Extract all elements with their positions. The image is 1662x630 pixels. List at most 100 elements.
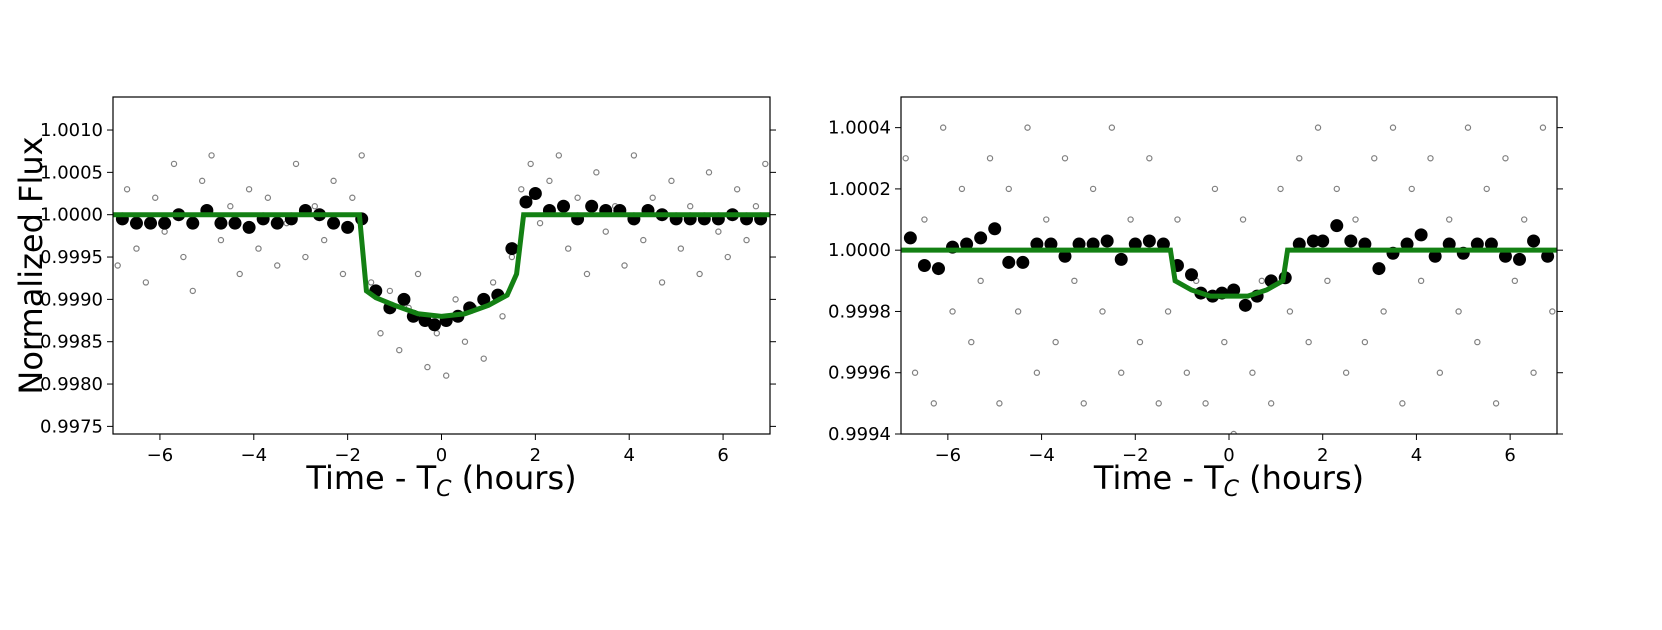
binned-point <box>505 242 519 256</box>
raw-point <box>377 330 384 337</box>
binned-point <box>1484 237 1498 251</box>
binned-point <box>1330 219 1344 233</box>
raw-point <box>958 185 966 193</box>
binned-point <box>144 216 158 230</box>
raw-point <box>1483 185 1490 193</box>
raw-point <box>630 152 638 159</box>
raw-point <box>489 279 497 286</box>
x-tick-label: −2 <box>334 445 361 466</box>
binned-point <box>1058 249 1072 263</box>
y-tick-label: 0.9990 <box>40 289 103 310</box>
x-tick-label: −4 <box>1028 445 1055 466</box>
raw-point <box>292 160 300 168</box>
binned-point <box>270 216 284 230</box>
raw-point <box>161 228 168 235</box>
raw-point <box>602 228 609 235</box>
raw-point <box>1099 308 1106 315</box>
raw-point <box>1361 338 1369 346</box>
raw-point <box>142 279 150 286</box>
x-tick-label: −4 <box>241 445 268 466</box>
binned-point <box>327 216 341 230</box>
y-tick-label: 1.0005 <box>40 162 103 183</box>
panel: 0.9975 0.9980 0.9985 0.9990 0.9995 1.0000 1.00… <box>12 96 776 502</box>
y-tick-label: 1.0000 <box>828 240 891 261</box>
raw-point <box>902 155 909 162</box>
raw-point <box>762 160 769 168</box>
raw-point <box>658 279 666 286</box>
binned-point <box>1358 237 1372 251</box>
raw-point <box>1352 216 1359 223</box>
x-label-suffix: (hours) <box>452 459 577 497</box>
binned-point <box>1142 234 1156 248</box>
binned-point <box>341 220 355 234</box>
binned-point <box>1292 237 1306 251</box>
binned-point <box>1072 237 1086 251</box>
raw-point <box>1286 308 1294 315</box>
raw-point <box>1052 338 1059 346</box>
binned-point <box>988 222 1002 236</box>
raw-point <box>414 270 422 278</box>
raw-point <box>555 152 563 159</box>
binned-point <box>557 199 571 213</box>
raw-point <box>1333 185 1340 193</box>
binned-point <box>1513 252 1527 266</box>
raw-point <box>1539 124 1547 131</box>
raw-point <box>1061 155 1069 162</box>
raw-point <box>743 236 750 244</box>
raw-point <box>499 313 506 320</box>
raw-point <box>1464 124 1472 131</box>
binned-point <box>214 216 228 230</box>
raw-point <box>705 169 713 176</box>
binned-point <box>1541 249 1555 263</box>
raw-point <box>977 277 984 285</box>
binned-point <box>1016 255 1030 269</box>
raw-point <box>1014 308 1022 315</box>
raw-point <box>1436 369 1444 376</box>
binned-point <box>1086 237 1100 251</box>
binned-point <box>1002 255 1016 269</box>
binned-point <box>1100 234 1114 248</box>
y-tick-label: 0.9994 <box>828 424 891 445</box>
raw-point <box>274 262 281 269</box>
binned-point <box>1527 234 1541 248</box>
raw-point <box>1511 277 1519 285</box>
y-tick-label: 1.0004 <box>828 118 891 139</box>
y-tick-label: 1.0010 <box>40 120 103 141</box>
raw-point <box>1174 216 1181 223</box>
raw-point <box>245 186 253 193</box>
plot-area <box>113 152 770 379</box>
raw-point <box>1118 369 1125 376</box>
y-tick-label: 0.9996 <box>828 363 891 384</box>
raw-point <box>1108 124 1116 131</box>
raw-point <box>1127 216 1134 223</box>
raw-point <box>1502 155 1509 162</box>
x-label-text: Time - T <box>1093 459 1224 497</box>
y-tick-label: 0.9980 <box>40 374 103 395</box>
raw-point <box>227 203 234 210</box>
raw-point <box>396 346 403 354</box>
raw-point <box>123 186 131 193</box>
x-axis-label: Time - TC (hours) <box>1093 459 1364 502</box>
raw-point <box>911 369 919 376</box>
x-label-suffix: (hours) <box>1239 459 1364 497</box>
raw-point <box>1427 155 1434 162</box>
raw-point <box>386 287 394 295</box>
plot-area <box>901 124 1557 434</box>
raw-point <box>133 245 140 252</box>
raw-point <box>330 177 337 185</box>
raw-point <box>593 169 600 176</box>
raw-point <box>1389 124 1397 131</box>
binned-point <box>1185 268 1199 282</box>
raw-point <box>1399 400 1406 407</box>
raw-point <box>649 194 656 201</box>
y-tick-label: 1.0002 <box>828 179 891 200</box>
raw-point <box>949 308 956 315</box>
binned-point <box>1414 228 1428 242</box>
raw-point <box>1342 369 1350 376</box>
raw-point <box>1408 185 1415 193</box>
raw-point <box>724 253 731 261</box>
raw-point <box>461 338 469 345</box>
binned-point <box>1442 237 1456 251</box>
raw-point <box>358 152 365 159</box>
raw-point <box>1455 308 1462 315</box>
